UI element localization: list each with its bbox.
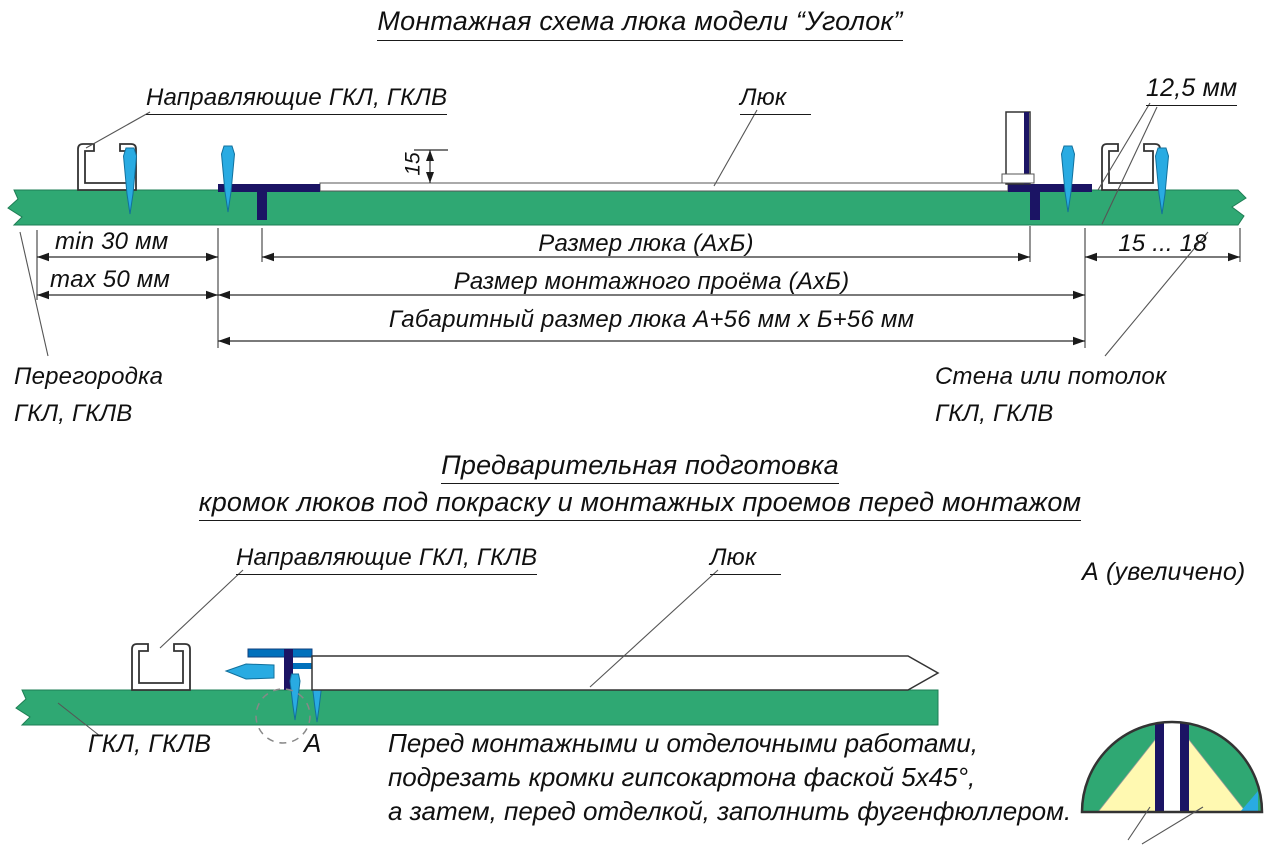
- prep-diagram: [15, 569, 940, 744]
- label-guides-bottom: Направляющие ГКЛ, ГКЛВ: [236, 544, 538, 575]
- note-line-3: а затем, перед отделкой, заполнить фуген…: [388, 796, 1072, 826]
- door-hinge: [1001, 173, 1035, 184]
- label-hatch-bottom: Люк: [710, 544, 782, 575]
- drywall-band-bottom: [15, 689, 939, 726]
- dim-arrow: [1073, 336, 1085, 346]
- label-partition: Перегородка ГКЛ, ГКЛВ: [14, 363, 164, 427]
- detail-marker-circle: [255, 688, 311, 744]
- frame-flange: [247, 648, 313, 658]
- open-door-profile: [1024, 112, 1029, 184]
- label-thickness: 12,5 мм: [1146, 74, 1238, 106]
- drywall-band-top: [7, 189, 1247, 226]
- dim-max: max 50 мм: [50, 266, 171, 293]
- dim-arrow: [37, 252, 49, 262]
- page-title: Монтажная схема люка модели “Уголок”: [0, 6, 1280, 41]
- label-detail-view: А (увеличено): [1082, 558, 1246, 586]
- dim-min: min 30 мм: [55, 228, 169, 255]
- note-line-2: подрезать кромки гипсокартона фаской 5х4…: [388, 762, 976, 792]
- dim-arrow: [37, 290, 49, 300]
- hatch-panel: [311, 655, 940, 691]
- dim-overall: Габаритный размер люка А+56 мм х Б+56 мм: [388, 306, 915, 333]
- corner-angle-right-flange: [1008, 184, 1092, 192]
- detail-screw-tip: [1240, 791, 1258, 812]
- leader-lines-bottom: [57, 569, 719, 737]
- hatch-lid-strip: [319, 182, 1009, 192]
- prep-title-line2: кромок люков под покраску и монтажных пр…: [0, 487, 1280, 521]
- prep-title-line1: Предварительная подготовка: [0, 450, 1280, 484]
- dim-gap: 15 ... 18: [1118, 230, 1207, 257]
- frame-flange-lower: [293, 663, 312, 669]
- frame-web: [284, 649, 293, 690]
- corner-angle-left-flange: [218, 184, 320, 192]
- leader-lines-top: [19, 102, 1209, 357]
- dim-arrow: [426, 172, 434, 183]
- dim-arrow: [426, 150, 434, 161]
- track-profile-bottom: [131, 643, 191, 691]
- detail-gap: [1164, 722, 1180, 812]
- note-line-1: Перед монтажными и отделочными работами,: [388, 728, 978, 758]
- label-wall: Стена или потолок ГКЛ, ГКЛВ: [935, 363, 1167, 427]
- dim-arrow: [206, 290, 218, 300]
- label-gkl-bottom: ГКЛ, ГКЛВ: [88, 730, 212, 758]
- detail-frame-strip: [1155, 722, 1164, 812]
- dim-opening: Размер монтажного проёма (АхБ): [453, 268, 850, 295]
- label-guides-top: Направляющие ГКЛ, ГКЛВ: [146, 84, 448, 115]
- top-diagram: [7, 102, 1247, 357]
- detail-view: [1080, 720, 1264, 845]
- dim-offset-15: 15: [401, 152, 425, 176]
- dim-arrow: [218, 336, 230, 346]
- corner-angle-left-stem: [257, 184, 267, 220]
- detail-leader-lines: [1127, 806, 1204, 845]
- detail-frame-strip: [1180, 722, 1189, 812]
- track-profile-right: [1101, 143, 1161, 191]
- extension-lines: [36, 226, 1241, 348]
- screw-horizontal-icon: [224, 663, 275, 680]
- detail-outline: [1080, 720, 1264, 814]
- corner-angle-right-stem: [1030, 184, 1040, 220]
- label-hatch-top: Люк: [740, 84, 812, 115]
- dim-hatch-size: Размер люка (АхБ): [538, 230, 754, 257]
- label-detail-marker: А: [304, 728, 322, 758]
- dim-arrow: [206, 252, 218, 262]
